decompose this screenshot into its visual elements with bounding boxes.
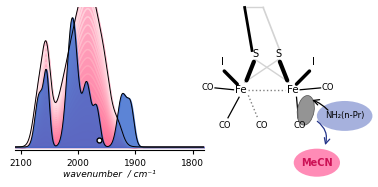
Text: Fe: Fe: [235, 85, 247, 95]
Text: S: S: [253, 49, 259, 59]
Text: Fe: Fe: [287, 85, 299, 95]
Text: NH₂(n-Pr): NH₂(n-Pr): [325, 111, 364, 120]
Ellipse shape: [297, 96, 314, 125]
Text: I: I: [312, 57, 314, 67]
Text: CO: CO: [255, 121, 268, 130]
Ellipse shape: [294, 149, 340, 177]
Text: CO: CO: [294, 121, 307, 130]
Text: CO: CO: [322, 83, 334, 92]
X-axis label: wavenumber  / cm⁻¹: wavenumber / cm⁻¹: [63, 169, 156, 178]
Text: CO: CO: [201, 83, 214, 92]
Text: CO: CO: [218, 121, 231, 130]
Ellipse shape: [317, 101, 372, 131]
Text: I: I: [221, 57, 224, 67]
Text: S: S: [275, 49, 281, 59]
Text: MeCN: MeCN: [301, 158, 333, 168]
